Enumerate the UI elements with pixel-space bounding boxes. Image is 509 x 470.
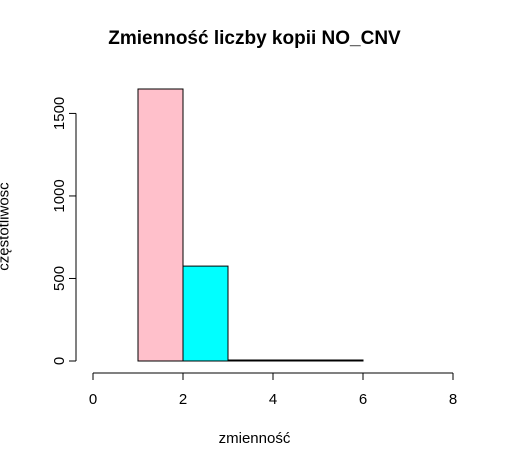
x-axis: 0 2 4 6 8: [89, 372, 457, 408]
y-tick-label: 1000: [51, 179, 68, 212]
x-tick-label: 6: [359, 391, 367, 408]
bars-group: [137, 88, 364, 362]
y-axis-label: częstotliwość: [0, 182, 13, 271]
y-tick-label: 500: [51, 266, 68, 291]
histogram-bar-1: [137, 88, 184, 362]
histogram-bar-4: [272, 359, 319, 362]
x-axis-label: zmienność: [218, 430, 291, 447]
histogram-bar-3: [227, 359, 274, 362]
x-tick-label: 2: [179, 391, 187, 408]
histogram-bar-5: [317, 359, 364, 362]
x-tick-label: 8: [449, 391, 457, 408]
y-tick-label: 0: [51, 357, 68, 365]
histogram-bar-2: [182, 265, 229, 362]
chart-title: Zmienność liczby kopii NO_CNV: [108, 28, 401, 49]
y-tick-label: 1500: [51, 97, 68, 130]
x-tick-label: 0: [89, 391, 97, 408]
x-tick-label: 4: [269, 391, 277, 408]
y-axis: 0 500 1000 1500: [51, 97, 77, 365]
